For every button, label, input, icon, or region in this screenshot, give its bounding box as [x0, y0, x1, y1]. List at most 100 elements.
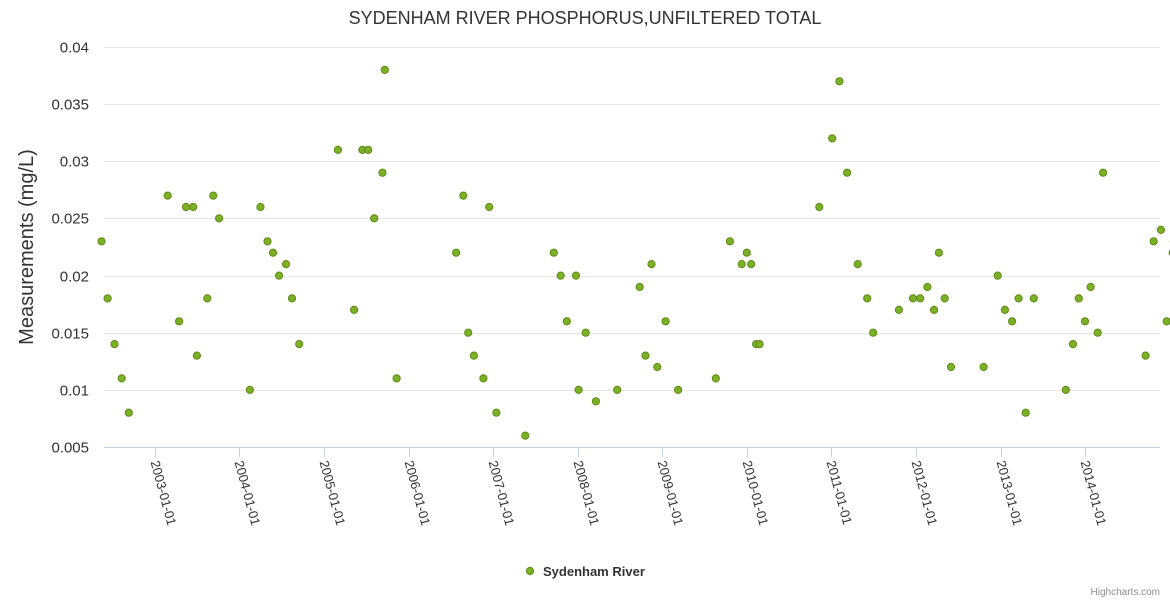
- y-tick-label: 0.04: [60, 40, 89, 57]
- data-point[interactable]: [853, 260, 862, 269]
- data-point[interactable]: [755, 340, 764, 349]
- data-point[interactable]: [923, 282, 932, 292]
- data-point[interactable]: [103, 294, 112, 303]
- data-point[interactable]: [370, 214, 379, 223]
- data-point[interactable]: [521, 431, 530, 440]
- data-point[interactable]: [1014, 294, 1023, 303]
- data-point[interactable]: [571, 271, 581, 280]
- x-tick-label: 2007-01-01: [486, 459, 518, 527]
- data-point[interactable]: [1061, 385, 1070, 394]
- data-point[interactable]: [574, 385, 583, 394]
- data-point[interactable]: [1141, 351, 1150, 360]
- data-point[interactable]: [181, 202, 191, 212]
- data-point[interactable]: [591, 397, 601, 406]
- data-point[interactable]: [1099, 168, 1108, 177]
- data-point[interactable]: [835, 77, 844, 86]
- grid-lines: [104, 47, 1160, 448]
- data-point[interactable]: [175, 317, 184, 326]
- data-point[interactable]: [163, 191, 172, 200]
- data-point[interactable]: [869, 328, 878, 337]
- legend[interactable]: Sydenham River: [525, 564, 645, 579]
- data-point[interactable]: [492, 408, 501, 417]
- data-point[interactable]: [203, 294, 212, 303]
- legend-item-label[interactable]: Sydenham River: [543, 564, 645, 579]
- data-point[interactable]: [1156, 225, 1166, 234]
- data-point[interactable]: [392, 374, 401, 383]
- credits-link[interactable]: Highcharts.com: [1091, 587, 1160, 598]
- data-point[interactable]: [946, 362, 956, 372]
- data-point[interactable]: [380, 65, 389, 75]
- data-point[interactable]: [263, 237, 272, 246]
- data-point[interactable]: [124, 408, 133, 417]
- data-point[interactable]: [737, 260, 746, 269]
- data-point[interactable]: [725, 237, 735, 246]
- data-point[interactable]: [916, 294, 925, 303]
- data-point[interactable]: [653, 362, 662, 372]
- data-point[interactable]: [863, 294, 872, 303]
- data-point[interactable]: [556, 271, 565, 280]
- data-point[interactable]: [940, 294, 949, 303]
- data-point[interactable]: [281, 260, 291, 269]
- data-point[interactable]: [613, 385, 622, 394]
- data-point[interactable]: [1021, 408, 1030, 417]
- data-point[interactable]: [742, 248, 751, 257]
- data-point[interactable]: [549, 248, 558, 257]
- y-tick-label: 0.01: [60, 383, 89, 400]
- data-point[interactable]: [287, 294, 297, 303]
- data-point[interactable]: [828, 134, 837, 143]
- data-point[interactable]: [209, 191, 218, 200]
- data-point[interactable]: [934, 248, 944, 257]
- data-point[interactable]: [674, 385, 683, 394]
- y-axis-label: Measurements (mg/L): [16, 149, 38, 345]
- data-point[interactable]: [485, 202, 494, 212]
- data-point[interactable]: [1149, 237, 1158, 246]
- data-point[interactable]: [295, 340, 304, 349]
- data-point[interactable]: [268, 248, 278, 257]
- data-point[interactable]: [641, 351, 650, 360]
- data-point[interactable]: [1080, 317, 1090, 326]
- data-point[interactable]: [350, 305, 359, 314]
- data-point[interactable]: [1029, 294, 1038, 303]
- data-point[interactable]: [469, 351, 478, 360]
- data-point[interactable]: [215, 214, 224, 223]
- data-point[interactable]: [1074, 294, 1083, 303]
- data-point[interactable]: [333, 145, 342, 154]
- data-point[interactable]: [1068, 340, 1078, 349]
- data-point[interactable]: [661, 317, 670, 326]
- data-point[interactable]: [452, 248, 461, 257]
- data-point[interactable]: [843, 168, 852, 177]
- data-point[interactable]: [110, 340, 119, 349]
- data-point[interactable]: [1093, 328, 1102, 337]
- data-point[interactable]: [256, 202, 265, 212]
- data-point[interactable]: [711, 374, 720, 383]
- data-point[interactable]: [364, 145, 373, 154]
- data-point[interactable]: [275, 271, 284, 280]
- data-point[interactable]: [908, 294, 918, 303]
- data-point[interactable]: [635, 282, 644, 292]
- data-point[interactable]: [1162, 317, 1170, 326]
- data-point[interactable]: [97, 237, 106, 246]
- data-point[interactable]: [979, 362, 988, 372]
- data-point[interactable]: [189, 202, 198, 212]
- data-point[interactable]: [479, 374, 488, 383]
- data-point[interactable]: [562, 317, 571, 326]
- data-point[interactable]: [894, 305, 904, 314]
- data-point[interactable]: [192, 351, 201, 360]
- data-point[interactable]: [245, 385, 254, 394]
- data-point[interactable]: [993, 271, 1002, 280]
- data-point[interactable]: [581, 328, 590, 337]
- data-point[interactable]: [647, 260, 656, 269]
- data-point[interactable]: [117, 374, 126, 383]
- data-point[interactable]: [1008, 317, 1017, 326]
- y-tick-label: 0.015: [51, 326, 89, 343]
- data-point[interactable]: [747, 260, 756, 269]
- data-point[interactable]: [459, 191, 468, 200]
- data-point[interactable]: [378, 168, 387, 177]
- data-point[interactable]: [1000, 305, 1010, 314]
- x-tick-label: 2012-01-01: [909, 459, 941, 527]
- data-point[interactable]: [930, 305, 939, 314]
- data-point[interactable]: [1086, 282, 1095, 292]
- data-point[interactable]: [815, 202, 824, 212]
- data-point[interactable]: [464, 328, 473, 337]
